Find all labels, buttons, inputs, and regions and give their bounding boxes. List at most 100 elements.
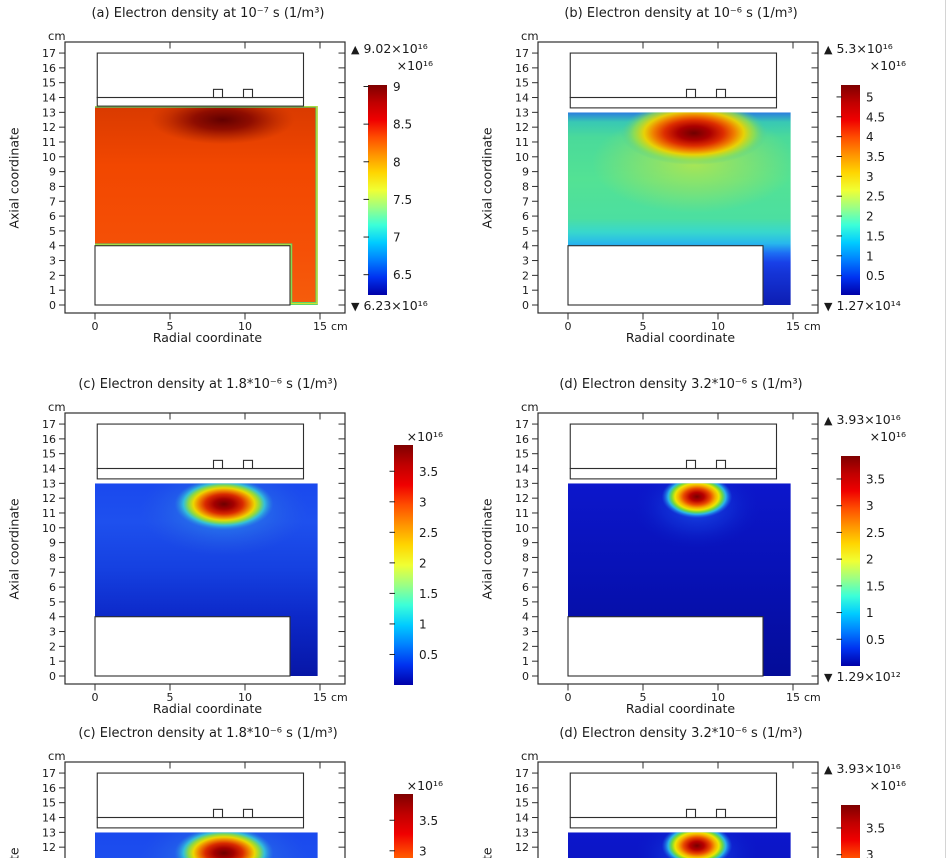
- y-tick-label: 5: [49, 225, 56, 238]
- y-tick-label: 2: [49, 640, 56, 653]
- y-tick-label: 4: [522, 611, 529, 624]
- y-tick-label: 12: [42, 492, 56, 505]
- colorbar-tick-label: 3.5: [866, 472, 885, 486]
- chamber-geometry: [569, 772, 778, 829]
- x-tick-label: 15: [786, 320, 800, 333]
- y-tick-label: 7: [522, 566, 529, 579]
- coil-outline: [715, 808, 727, 819]
- y-tick-label: 17: [515, 767, 529, 780]
- max-marker-icon: ▲: [824, 763, 833, 776]
- subplot-title: (c) Electron density at 1.8*10⁻⁶ s (1/m³…: [78, 726, 338, 741]
- colorbar: 5 4.5 4 3.5 3 2.5 2 1.5 1 0.5: [836, 85, 885, 295]
- colorbar-min-label: ▼ 6.23×10¹⁶: [351, 298, 428, 313]
- colorbar-max-label: ▲ 5.3×10¹⁶: [824, 41, 893, 56]
- y-axis-unit-label: cm: [521, 749, 539, 763]
- y-tick-label: 9: [522, 166, 529, 179]
- colorbar-tick-label: 3: [866, 499, 874, 513]
- colorbar-tick-label: 8.5: [393, 118, 412, 132]
- colorbar-tick-label: 2: [419, 556, 427, 570]
- min-marker-icon: ▼: [351, 300, 360, 313]
- heatmap-field: [568, 112, 791, 305]
- subplot-d: (d) Electron density 3.2*10⁻⁶ s (1/m³) c…: [473, 371, 945, 743]
- x-tick-label: 5: [640, 691, 647, 704]
- y-tick-label: 6: [49, 581, 56, 594]
- dielectric-window-outline: [569, 816, 778, 829]
- y-tick-label: 8: [49, 551, 56, 564]
- colorbar-min-value: 1.27×10¹⁴: [836, 298, 901, 313]
- y-tick-label: 10: [515, 151, 529, 164]
- x-tick-label: 0: [92, 691, 99, 704]
- colorbar-max-value: 3.93×10¹⁶: [836, 761, 901, 776]
- chamber-geometry: [567, 52, 778, 306]
- heatmap-canvas: 01234567891011121314151617051015cm3.532.…: [515, 761, 885, 858]
- y-tick-label: 15: [515, 77, 529, 90]
- y-tick-label: 7: [522, 195, 529, 208]
- max-marker-icon: ▲: [351, 43, 360, 56]
- x-axis-unit-label: cm: [804, 691, 821, 704]
- y-tick-label: 16: [515, 433, 529, 446]
- plot-frame: [64, 41, 346, 314]
- pedestal-outline: [94, 245, 291, 306]
- y-tick-label: 9: [522, 537, 529, 550]
- x-axis-label: Radial coordinate: [152, 330, 263, 345]
- colorbar-tick-label: 6.5: [393, 268, 412, 282]
- y-axis-unit-label: cm: [48, 749, 66, 763]
- y-axis-unit-label: cm: [521, 400, 539, 414]
- colorbar-tick-label: 3: [866, 170, 874, 184]
- y-axis-unit-label: cm: [48, 29, 66, 43]
- y-tick-label: 14: [42, 463, 56, 476]
- y-tick-label: 0: [49, 670, 56, 683]
- colorbar-tick-label: 1.5: [419, 587, 438, 601]
- colorbar-tick-label: 2.5: [866, 526, 885, 540]
- y-tick-label: 14: [515, 92, 529, 105]
- y-tick-label: 4: [522, 240, 529, 253]
- coil-outline: [212, 808, 224, 819]
- y-tick-label: 11: [515, 856, 529, 858]
- dielectric-window-outline: [569, 96, 778, 109]
- colorbar: 3.532.521.510.5: [836, 805, 885, 858]
- colorbar-tick-label: 2: [866, 210, 874, 224]
- y-axis-unit-label: cm: [48, 400, 66, 414]
- upper-chamber-outline: [569, 423, 778, 470]
- colorbar: 3.532.521.510.5: [389, 794, 438, 858]
- colorbar-tick-label: 0.5: [866, 269, 885, 283]
- axis-ticks: [59, 42, 345, 320]
- dielectric-window-outline: [96, 467, 305, 480]
- coil-outline: [715, 88, 727, 99]
- colorbar-tick-label: 0.5: [419, 648, 438, 662]
- coil-outline: [242, 808, 254, 819]
- x-tick-label: 0: [92, 320, 99, 333]
- x-tick-label: 10: [238, 320, 252, 333]
- pedestal-outline: [567, 245, 764, 306]
- colorbar-tick-label: 3: [866, 848, 874, 858]
- coil-outline: [685, 808, 697, 819]
- max-marker-icon: ▲: [824, 414, 833, 427]
- y-tick-label: 1: [522, 284, 529, 297]
- chamber-geometry: [567, 423, 778, 677]
- plot-frame: [64, 761, 346, 858]
- coil-outline: [685, 88, 697, 99]
- y-tick-label: 10: [42, 522, 56, 535]
- subplot-c2: (c) Electron density at 1.8*10⁻⁶ s (1/m³…: [0, 720, 473, 858]
- x-tick-label: 15: [786, 691, 800, 704]
- heatmap-field: [568, 832, 791, 858]
- y-tick-label: 15: [42, 448, 56, 461]
- colorbar-tick-label: 3.5: [419, 465, 438, 479]
- colorbar-scale-label: ×10¹⁶: [406, 778, 443, 793]
- x-tick-label: 5: [167, 320, 174, 333]
- y-tick-label: 14: [515, 463, 529, 476]
- upper-chamber-outline: [96, 772, 305, 819]
- y-tick-label: 16: [515, 782, 529, 795]
- y-tick-label: 12: [515, 121, 529, 134]
- upper-chamber-outline: [569, 772, 778, 819]
- y-tick-label: 1: [49, 655, 56, 668]
- y-tick-label: 3: [49, 255, 56, 268]
- x-tick-label: 0: [565, 320, 572, 333]
- y-tick-label: 7: [49, 195, 56, 208]
- upper-chamber-outline: [96, 423, 305, 470]
- y-tick-label: 2: [522, 269, 529, 282]
